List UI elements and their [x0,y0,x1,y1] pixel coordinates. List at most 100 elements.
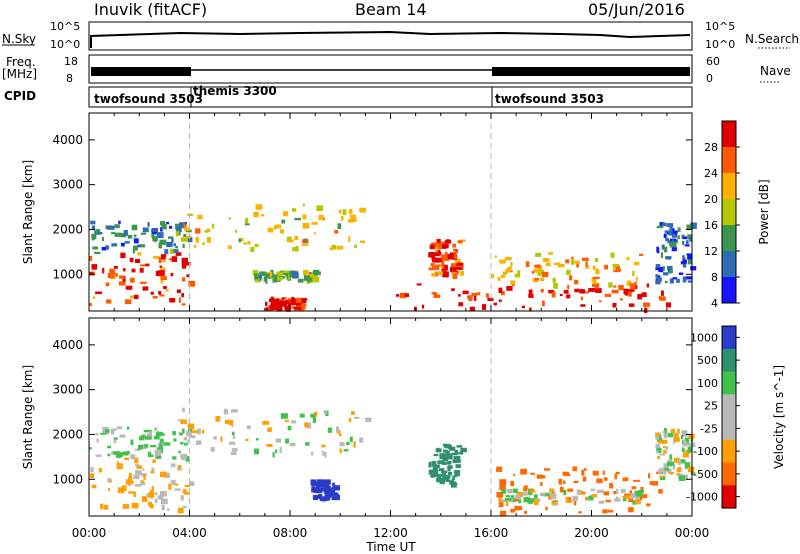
data-cell [254,273,258,280]
data-cell [665,302,672,308]
data-cell [284,271,291,276]
data-cell [683,441,688,447]
data-cell [440,254,445,258]
data-cell [453,455,461,460]
data-cell [359,207,366,213]
data-cell [450,483,457,488]
data-cell [527,489,531,492]
data-cell [311,451,314,456]
data-cell [322,450,325,456]
data-cell [129,257,134,263]
data-cell [512,488,518,493]
data-cell [120,233,126,238]
data-cell [626,280,632,286]
data-cell [131,268,136,273]
data-cell [133,294,139,299]
data-cell [255,274,263,279]
data-cell [126,426,130,430]
data-cell [183,492,191,495]
data-cell [112,269,116,275]
data-cell [150,445,156,448]
data-cell [151,467,155,474]
data-cell [620,298,623,301]
data-cell [624,493,631,497]
data-cell [211,223,214,229]
data-cell [118,281,126,286]
data-cell [281,297,285,300]
data-cell [147,451,152,458]
data-cell [192,430,199,434]
cpid-segment-1: twofsound 3503 [94,92,203,106]
data-cell [230,452,237,455]
data-cell [250,246,255,252]
data-cell [275,273,281,280]
data-cell [622,498,627,502]
data-cell [180,442,184,445]
data-cell [596,478,603,484]
data-cell [140,480,145,484]
data-cell [613,491,617,494]
data-cell [451,263,457,269]
data-cell [287,425,292,431]
data-cell [147,222,150,227]
data-cell [188,280,196,287]
data-cell [274,300,278,304]
data-cell [633,479,640,482]
data-cell [154,498,158,503]
data-cell [585,261,588,267]
data-cell [268,427,272,431]
data-cell [677,227,681,232]
data-cell [154,492,158,495]
data-cell [142,286,149,291]
data-cell [441,260,445,266]
data-cell [442,472,447,477]
data-cell [144,444,149,448]
data-cell [656,225,664,229]
data-cell [241,238,244,242]
data-cell [332,492,338,498]
data-cell [227,245,232,249]
data-cell [499,479,507,485]
data-cell [339,442,345,447]
data-cell [549,491,552,496]
data-cell [498,497,502,503]
data-cell [603,491,610,496]
data-cell [661,290,664,296]
data-cell [245,218,249,223]
data-cell [245,438,249,442]
data-cell [107,453,111,457]
data-cell [223,410,229,415]
data-cell [156,455,162,459]
data-cell [549,488,554,493]
data-cell [301,298,308,301]
data-cell [131,502,139,509]
data-cell [500,499,508,503]
x-tick-label: 04:00 [172,526,207,540]
data-cell [135,470,142,475]
data-cell [458,294,461,297]
data-cell [655,267,659,271]
data-cell [452,273,458,279]
data-cell [502,271,508,275]
data-cell [302,203,305,207]
data-cell [657,438,663,442]
data-cell [177,507,184,514]
data-cell [187,439,190,443]
data-cell [543,492,550,497]
data-cell [665,446,669,450]
data-cell [431,292,438,295]
velocity-cbar-label: Velocity [m s^-1] [772,365,786,469]
data-cell [126,480,134,485]
data-cell [95,454,102,457]
data-cell [567,488,574,492]
data-cell [220,436,223,442]
data-cell [604,477,608,481]
data-cell [129,277,135,283]
data-cell [628,498,634,503]
colorbar-segment [722,371,736,395]
data-cell [312,484,315,488]
data-cell [276,224,282,229]
colorbar-tick-label: 8 [711,271,718,284]
data-cell [109,268,114,275]
